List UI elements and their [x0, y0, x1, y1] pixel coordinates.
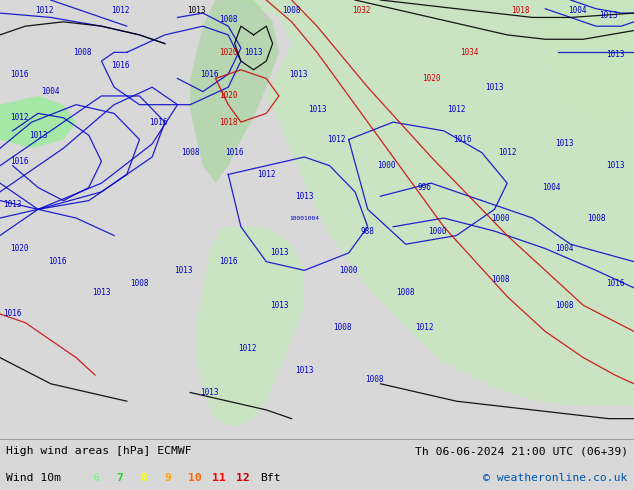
Text: 1012: 1012	[257, 170, 276, 179]
Text: 1016: 1016	[111, 61, 130, 70]
Text: 1016: 1016	[48, 257, 67, 266]
Text: 1013: 1013	[288, 70, 307, 78]
Text: 1016: 1016	[3, 310, 22, 318]
Text: 1013: 1013	[599, 11, 618, 20]
Text: 1013: 1013	[187, 6, 206, 15]
Text: 1008: 1008	[586, 214, 605, 222]
Text: 1008: 1008	[555, 301, 574, 310]
Text: 1016: 1016	[605, 279, 624, 288]
Text: 9: 9	[164, 473, 171, 483]
Text: 1012: 1012	[415, 322, 434, 332]
Text: 1008: 1008	[130, 279, 149, 288]
Text: 1004: 1004	[567, 6, 586, 15]
Text: 1013: 1013	[555, 140, 574, 148]
Text: 10: 10	[188, 473, 202, 483]
Text: Th 06-06-2024 21:00 UTC (06+39): Th 06-06-2024 21:00 UTC (06+39)	[415, 446, 628, 456]
Text: 1032: 1032	[352, 6, 371, 15]
Text: 1020: 1020	[422, 74, 441, 83]
Text: 1016: 1016	[219, 257, 238, 266]
Text: 1008: 1008	[333, 322, 352, 332]
Text: 1016: 1016	[200, 70, 219, 78]
Text: 1008: 1008	[73, 48, 92, 57]
Text: 1012: 1012	[10, 113, 29, 122]
Text: 1008: 1008	[181, 148, 200, 157]
Text: 1000: 1000	[377, 161, 396, 170]
Text: 1016: 1016	[225, 148, 244, 157]
Text: 1008: 1008	[396, 288, 415, 296]
Text: Bft: Bft	[261, 473, 281, 483]
Text: 8: 8	[140, 473, 147, 483]
Text: 10001004: 10001004	[289, 216, 320, 220]
Text: High wind areas [hPa] ECMWF: High wind areas [hPa] ECMWF	[6, 446, 192, 456]
Text: 1013: 1013	[605, 50, 624, 59]
Text: 11: 11	[212, 473, 226, 483]
Text: 1013: 1013	[269, 301, 288, 310]
Text: 1013: 1013	[3, 200, 22, 209]
Text: 1012: 1012	[327, 135, 346, 144]
Text: 1013: 1013	[485, 83, 504, 92]
Text: 1020: 1020	[10, 244, 29, 253]
Text: 1008: 1008	[219, 15, 238, 24]
Text: 1000: 1000	[339, 266, 358, 275]
Text: 1013: 1013	[200, 388, 219, 397]
Text: 1020: 1020	[219, 92, 238, 100]
Text: 1013: 1013	[295, 192, 314, 201]
Text: 1013: 1013	[244, 48, 263, 57]
Text: 1013: 1013	[269, 248, 288, 257]
Text: 1000: 1000	[428, 227, 447, 236]
Text: 1012: 1012	[238, 344, 257, 353]
Text: 1013: 1013	[605, 161, 624, 170]
Text: 1013: 1013	[295, 366, 314, 375]
Text: 1008: 1008	[365, 375, 384, 384]
Text: 1016: 1016	[453, 135, 472, 144]
Text: 1013: 1013	[29, 131, 48, 140]
Text: 1016: 1016	[10, 157, 29, 166]
Text: Wind 10m: Wind 10m	[6, 473, 61, 483]
Text: 1013: 1013	[174, 266, 193, 275]
Text: 996: 996	[418, 183, 432, 192]
Text: 7: 7	[116, 473, 123, 483]
Text: 1004: 1004	[542, 183, 561, 192]
Text: 6: 6	[92, 473, 99, 483]
Text: 1016: 1016	[10, 70, 29, 78]
Text: 1016: 1016	[149, 118, 168, 126]
Text: 1013: 1013	[307, 104, 327, 114]
Text: 1000: 1000	[491, 214, 510, 222]
Text: 1004: 1004	[41, 87, 60, 96]
Text: 1008: 1008	[282, 6, 301, 15]
Text: 1012: 1012	[111, 6, 130, 15]
Text: 1034: 1034	[460, 48, 479, 57]
Text: 1018: 1018	[510, 6, 529, 15]
Text: 1013: 1013	[92, 288, 111, 296]
Text: 1012: 1012	[35, 6, 54, 15]
Text: © weatheronline.co.uk: © weatheronline.co.uk	[483, 473, 628, 483]
Text: 1012: 1012	[447, 104, 466, 114]
Text: 1008: 1008	[491, 274, 510, 284]
Text: 1018: 1018	[219, 118, 238, 126]
Text: 12: 12	[236, 473, 250, 483]
Text: 1020: 1020	[219, 48, 238, 57]
Text: 1012: 1012	[498, 148, 517, 157]
Text: 988: 988	[361, 227, 375, 236]
Text: 1004: 1004	[555, 244, 574, 253]
